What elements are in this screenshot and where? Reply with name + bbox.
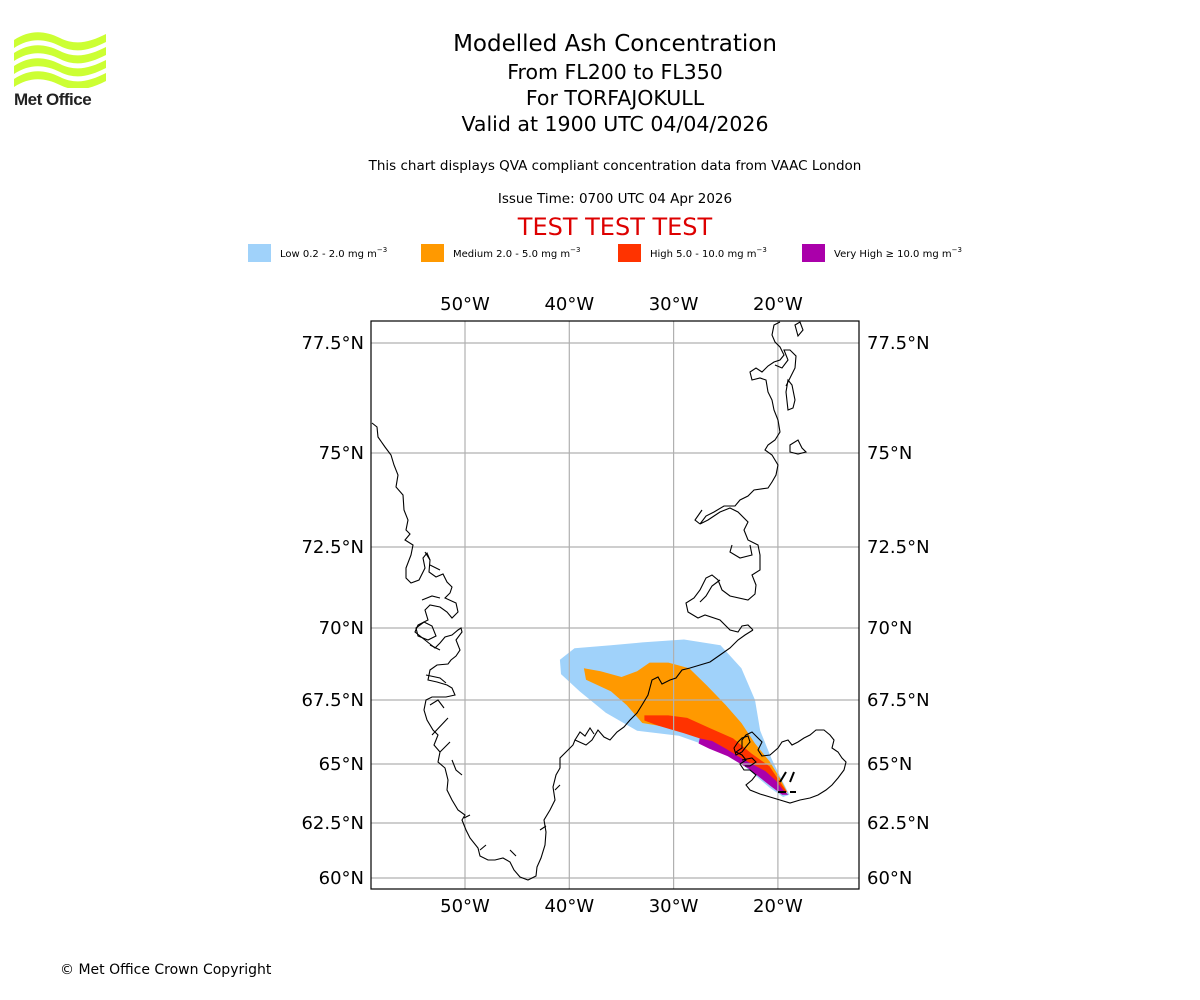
coastline-iceland [734,729,847,804]
lon-tick-label-top: 40°W [544,294,594,315]
lat-tick-label-right: 67.5°N [867,690,930,711]
lat-tick-label-right: 62.5°N [867,813,930,834]
met-office-logo: Met Office [14,30,106,112]
lon-tick-label-top: 30°W [649,294,699,315]
coastline-greenland-west [371,422,754,881]
lat-tick-label-left: 75°N [319,443,364,464]
volcano-name: For TORFAJOKULL [525,86,705,110]
map-frame [370,320,860,890]
coastline-iceland-west-fjords [733,735,757,767]
lon-tick-label-bottom: 40°W [544,896,594,917]
coastline-greenland-east-islands [694,321,808,603]
lon-tick-label-top: 20°W [753,294,803,315]
legend-label-low: Low 0.2 - 2.0 mg m−3 [280,246,388,260]
lat-tick-label-right: 65°N [867,754,912,775]
legend-label-medium: Medium 2.0 - 5.0 mg m−3 [453,246,581,260]
test-banner: TEST TEST TEST [517,213,713,241]
lat-tick-label-left: 70°N [319,618,364,639]
volcano-marker [778,771,796,793]
coastline-greenland-east [685,321,785,633]
chart-description: This chart displays QVA compliant concen… [368,158,862,174]
lat-tick-label-left: 77.5°N [301,333,364,354]
logo-wave [14,58,106,77]
logo-wave [14,71,106,90]
legend-label-high: High 5.0 - 10.0 mg m−3 [650,246,767,260]
lat-tick-label-left: 67.5°N [301,690,364,711]
legend-swatch-medium [421,244,444,262]
lat-tick-label-left: 72.5°N [301,537,364,558]
legend-item-very-high: Very High ≥ 10.0 mg m−3 [802,244,962,262]
legend-swatch-very-high [802,244,825,262]
chart-title: Modelled Ash Concentration [453,31,777,57]
lat-tick-label-left: 65°N [319,754,364,775]
legend-item-low: Low 0.2 - 2.0 mg m−3 [248,244,387,262]
chart-titles: Modelled Ash Concentration From FL200 to… [0,30,1200,137]
issue-time: Issue Time: 0700 UTC 04 Apr 2026 [497,191,733,207]
logo-text: Met Office [14,90,92,109]
lat-tick-label-right: 70°N [867,618,912,639]
axis-ticks: 50°W 50°W 40°W 40°W 30°W 30°W 20°W 20°W 77.5°N 77… [301,294,929,917]
copyright: © Met Office Crown Copyright [60,962,272,978]
coastlines [371,321,847,881]
lat-tick-label-right: 77.5°N [867,333,930,354]
lat-tick-label-right: 60°N [867,868,912,889]
map-background [371,321,859,889]
legend-item-high: High 5.0 - 10.0 mg m−3 [618,244,767,262]
flight-levels: From FL200 to FL350 [507,60,723,84]
coastline-greenland-west-inlets [415,551,463,776]
graticule [371,321,859,889]
lon-tick-label-top: 50°W [440,294,490,315]
lat-tick-label-left: 60°N [319,868,364,889]
plume-very-high [698,738,789,795]
logo-wave [14,32,106,51]
legend-swatch-high [618,244,641,262]
ash-plume-layers [559,639,790,797]
coastline-greenland-south-inlets [463,726,595,857]
valid-time: Valid at 1900 UTC 04/04/2026 [461,112,769,136]
legend-label-very-high: Very High ≥ 10.0 mg m−3 [834,246,962,260]
lat-tick-label-left: 62.5°N [301,813,364,834]
lon-tick-label-bottom: 20°W [753,896,803,917]
logo-wave [14,45,106,64]
legend-item-medium: Medium 2.0 - 5.0 mg m−3 [421,244,580,262]
lon-tick-label-bottom: 50°W [440,896,490,917]
legend-swatch-low [248,244,271,262]
lat-tick-label-right: 75°N [867,443,912,464]
lat-tick-label-right: 72.5°N [867,537,930,558]
lon-tick-label-bottom: 30°W [649,896,699,917]
waves-icon [14,32,106,90]
